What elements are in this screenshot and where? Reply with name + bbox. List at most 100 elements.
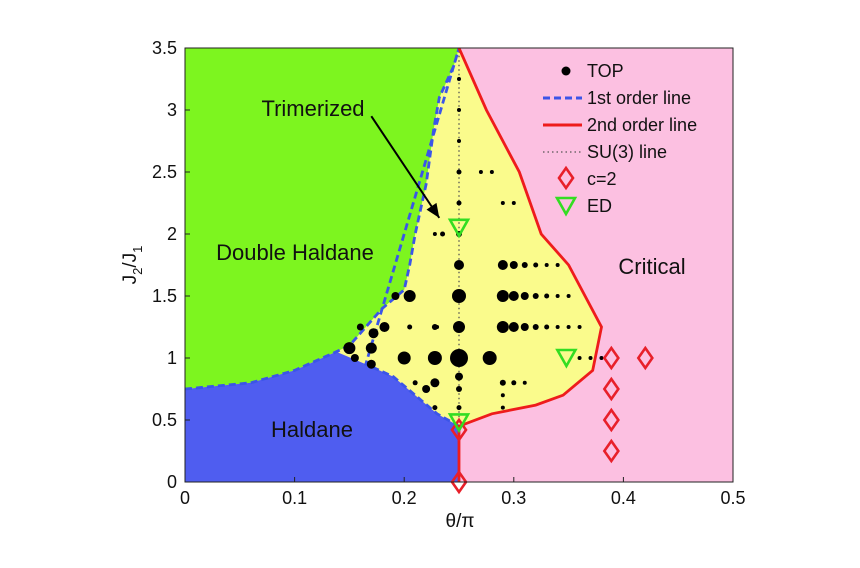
top-point bbox=[432, 405, 438, 411]
second-order-line bbox=[457, 48, 603, 482]
top-point bbox=[522, 380, 527, 385]
top-point bbox=[544, 293, 550, 299]
first-order-line bbox=[185, 48, 461, 428]
top-point bbox=[508, 291, 519, 301]
x-axis-title: θ/π bbox=[446, 511, 475, 532]
legend-label-ed: ED bbox=[587, 196, 612, 216]
region-label-haldane: Haldane bbox=[271, 417, 353, 442]
top-point bbox=[544, 263, 549, 267]
region-labels: Double Haldane Haldane Trimerized Critic… bbox=[216, 96, 686, 442]
top-point bbox=[532, 293, 539, 299]
x-tick-label: 0.3 bbox=[501, 488, 526, 508]
legend-label-top: TOP bbox=[587, 61, 624, 81]
axes: 0 0.1 0.2 0.3 0.4 0.5 0 0.5 1 1.5 2 2.5 3 3.5 bbox=[152, 38, 746, 508]
ed-point bbox=[555, 348, 578, 369]
top-point bbox=[588, 356, 593, 360]
top-point bbox=[500, 405, 505, 410]
top-point bbox=[456, 405, 462, 411]
top-point bbox=[450, 349, 468, 367]
top-point bbox=[457, 108, 461, 112]
ed-point bbox=[447, 218, 471, 239]
top-point bbox=[432, 232, 437, 236]
top-point bbox=[532, 324, 539, 330]
legend-marker-c2 bbox=[557, 165, 575, 191]
y-tick-label: 1 bbox=[167, 348, 177, 368]
x-tick-label: 0.4 bbox=[611, 488, 636, 508]
top-point bbox=[430, 378, 440, 388]
top-point bbox=[356, 323, 364, 331]
legend-label-first-order: 1st order line bbox=[587, 88, 691, 108]
legend-marker-ed bbox=[554, 196, 578, 217]
top-point bbox=[566, 294, 571, 298]
top-point bbox=[511, 380, 517, 386]
top-point bbox=[478, 170, 483, 174]
top-point bbox=[496, 290, 509, 302]
ed-point bbox=[447, 413, 471, 434]
top-point bbox=[350, 354, 359, 362]
legend-marker-top bbox=[561, 66, 571, 76]
c2-point bbox=[602, 345, 620, 371]
region-label-double-haldane: Double Haldane bbox=[216, 240, 374, 265]
y-tick-label: 0 bbox=[167, 472, 177, 492]
top-point bbox=[455, 372, 463, 381]
legend: TOP 1st order line 2nd order line SU(3) … bbox=[543, 61, 697, 217]
top-point bbox=[457, 139, 461, 143]
top-point bbox=[520, 292, 529, 300]
top-point bbox=[403, 290, 416, 302]
x-tick-label: 0.5 bbox=[720, 488, 745, 508]
trimerized-arrow-head bbox=[426, 202, 440, 218]
top-point bbox=[599, 356, 604, 360]
top-point bbox=[407, 324, 413, 330]
legend-label-second-order: 2nd order line bbox=[587, 115, 697, 135]
top-point bbox=[456, 200, 462, 206]
trimerized-arrow bbox=[370, 115, 441, 219]
legend-label-c2: c=2 bbox=[587, 169, 617, 189]
top-point bbox=[435, 325, 440, 329]
c2-point bbox=[450, 417, 468, 443]
y-axis-title-mid: /J bbox=[120, 253, 141, 268]
top-point bbox=[440, 231, 446, 237]
trimerized-region bbox=[336, 48, 602, 427]
plot-frame bbox=[184, 47, 734, 483]
top-point bbox=[521, 262, 528, 268]
top-point bbox=[453, 321, 465, 333]
region-label-critical: Critical bbox=[618, 254, 685, 279]
top-point bbox=[555, 325, 560, 329]
top-point bbox=[457, 77, 461, 81]
haldane-region bbox=[185, 351, 459, 482]
y-axis-title-sub1: 2 bbox=[130, 268, 145, 275]
top-point bbox=[520, 323, 529, 331]
top-point bbox=[365, 342, 377, 354]
legend-label-su3: SU(3) line bbox=[587, 142, 667, 162]
top-point bbox=[482, 351, 497, 365]
top-point bbox=[544, 324, 550, 330]
top-point bbox=[427, 351, 442, 365]
y-tick-label: 0.5 bbox=[152, 410, 177, 430]
c2-point bbox=[602, 407, 620, 433]
y-tick-label: 2.5 bbox=[152, 162, 177, 182]
top-point bbox=[500, 201, 505, 205]
top-point bbox=[496, 321, 509, 333]
y-axis-title: J2/J1 bbox=[120, 246, 145, 285]
top-point bbox=[555, 263, 560, 267]
y-tick-label: 3 bbox=[167, 100, 177, 120]
x-tick-label: 0.2 bbox=[392, 488, 417, 508]
c2-point bbox=[602, 376, 620, 402]
top-point bbox=[454, 260, 464, 270]
top-point bbox=[343, 342, 356, 355]
top-point bbox=[577, 325, 582, 329]
top-point bbox=[533, 262, 539, 268]
top-point bbox=[366, 359, 376, 369]
top-point bbox=[412, 380, 418, 386]
top-point bbox=[397, 351, 411, 365]
y-tick-label: 1.5 bbox=[152, 286, 177, 306]
phase-regions bbox=[185, 48, 733, 482]
x-tick-label: 0 bbox=[180, 488, 190, 508]
top-point bbox=[456, 169, 462, 175]
top-point bbox=[452, 289, 466, 303]
top-point bbox=[456, 386, 462, 392]
top-point bbox=[508, 322, 519, 332]
region-label-trimerized: Trimerized bbox=[261, 96, 364, 121]
